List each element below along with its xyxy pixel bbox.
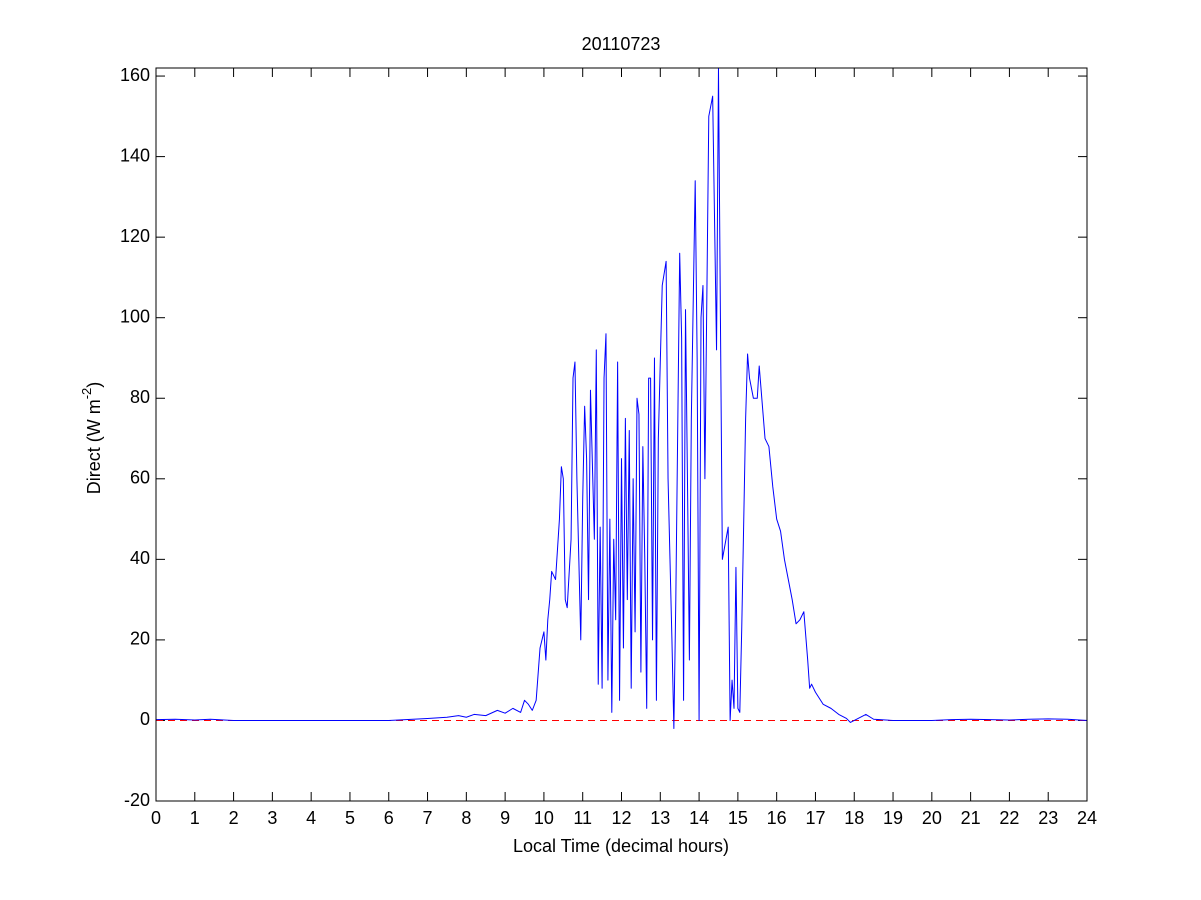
x-tick-label: 3 bbox=[267, 808, 277, 828]
x-tick-label: 10 bbox=[534, 808, 554, 828]
y-tick-label: 160 bbox=[120, 65, 150, 85]
x-tick-label: 0 bbox=[151, 808, 161, 828]
y-label-main: Direct (W m bbox=[84, 399, 104, 494]
x-tick-label: 21 bbox=[961, 808, 981, 828]
y-label-end: ) bbox=[84, 382, 104, 388]
x-tick-label: 17 bbox=[805, 808, 825, 828]
y-label-superscript: -2 bbox=[79, 388, 94, 400]
x-tick-label: 9 bbox=[500, 808, 510, 828]
x-tick-label: 22 bbox=[999, 808, 1019, 828]
x-tick-label: 16 bbox=[767, 808, 787, 828]
plot-frame bbox=[155, 67, 1088, 802]
data-line bbox=[155, 67, 1088, 730]
x-tick-label: 19 bbox=[883, 808, 903, 828]
x-axis-label: Local Time (decimal hours) bbox=[513, 836, 729, 856]
x-tick-label: 7 bbox=[423, 808, 433, 828]
x-tick-label: 15 bbox=[728, 808, 748, 828]
chart-title: 20110723 bbox=[582, 34, 661, 54]
y-tick-label: 80 bbox=[130, 387, 150, 407]
x-tick-label: 11 bbox=[573, 808, 592, 828]
x-tick-label: 24 bbox=[1077, 808, 1097, 828]
x-tick-label: 6 bbox=[384, 808, 394, 828]
y-tick-label: 100 bbox=[120, 306, 150, 326]
y-tick-label: 140 bbox=[120, 145, 150, 165]
x-tick-label: 23 bbox=[1038, 808, 1058, 828]
x-tick-label: 14 bbox=[689, 808, 709, 828]
x-tick-label: 12 bbox=[611, 808, 631, 828]
x-tick-label: 2 bbox=[229, 808, 239, 828]
x-tick-label: 8 bbox=[461, 808, 471, 828]
x-tick-label: 13 bbox=[650, 808, 670, 828]
y-tick-label: 20 bbox=[130, 629, 150, 649]
x-tick-label: 4 bbox=[306, 808, 316, 828]
y-tick-label: 120 bbox=[120, 226, 150, 246]
y-axis-label: Direct (W m-2) bbox=[79, 382, 103, 495]
x-tick-label: 20 bbox=[922, 808, 942, 828]
y-tick-label: 40 bbox=[130, 548, 150, 568]
x-tick-label: 18 bbox=[844, 808, 864, 828]
y-tick-label: -20 bbox=[124, 790, 150, 810]
x-tick-label: 1 bbox=[190, 808, 200, 828]
y-tick-label: 0 bbox=[140, 709, 150, 729]
y-tick-label: 60 bbox=[130, 468, 150, 488]
x-tick-label: 5 bbox=[345, 808, 355, 828]
